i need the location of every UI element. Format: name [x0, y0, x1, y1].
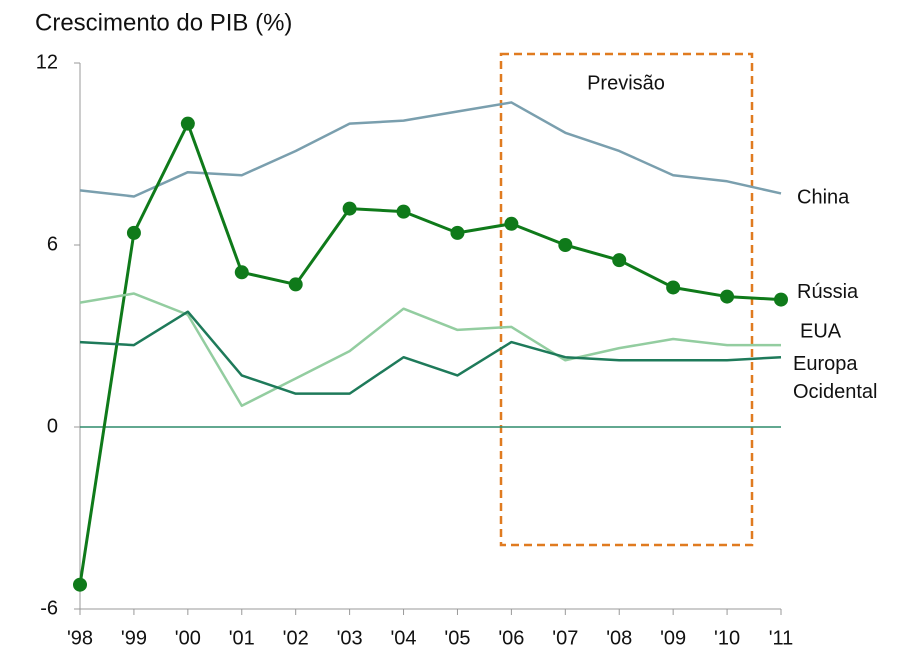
y-tick-label: 6 — [47, 233, 58, 255]
y-tick-label: 0 — [47, 415, 58, 437]
series-line — [78, 122, 782, 585]
x-tick-label: '01 — [229, 627, 255, 649]
x-tick-label: '09 — [660, 627, 686, 649]
x-tick-label: '08 — [606, 627, 632, 649]
y-tick-label: 12 — [36, 51, 58, 73]
x-tick-label: '05 — [444, 627, 470, 649]
point — [504, 216, 519, 231]
x-tick-label: '10 — [714, 627, 740, 649]
point — [180, 116, 195, 131]
x-tick-label: '98 — [67, 627, 93, 649]
y-tick-label: -6 — [40, 597, 58, 619]
point — [126, 225, 141, 240]
series-label: China — [797, 187, 850, 209]
series-line — [79, 292, 781, 408]
point — [450, 225, 465, 240]
point — [666, 280, 681, 295]
x-tick-label: '03 — [337, 627, 363, 649]
point — [720, 289, 735, 304]
x-tick-label: '02 — [283, 627, 309, 649]
series-label: EUA — [800, 320, 842, 342]
annotation: Previsão — [587, 72, 665, 94]
point — [558, 238, 573, 252]
x-tick-label: '00 — [175, 627, 201, 649]
point — [73, 577, 87, 592]
point — [774, 292, 788, 307]
x-tick-label: '07 — [552, 627, 578, 649]
x-tick-label: '11 — [769, 627, 794, 649]
series-label: Europa Ocidental — [793, 354, 878, 404]
point — [612, 253, 627, 268]
series-label: Rússia — [797, 281, 859, 303]
point — [234, 265, 249, 280]
point — [342, 201, 357, 216]
forecast-box — [499, 52, 754, 547]
series-line — [79, 310, 782, 395]
point — [288, 277, 303, 292]
x-tick-label: '04 — [390, 627, 416, 649]
series-line — [79, 101, 782, 198]
x-tick-label: '06 — [498, 627, 524, 649]
point — [396, 204, 411, 219]
chart-title: Crescimento do PIB (%) — [35, 9, 292, 36]
x-tick-label: '99 — [121, 627, 147, 649]
